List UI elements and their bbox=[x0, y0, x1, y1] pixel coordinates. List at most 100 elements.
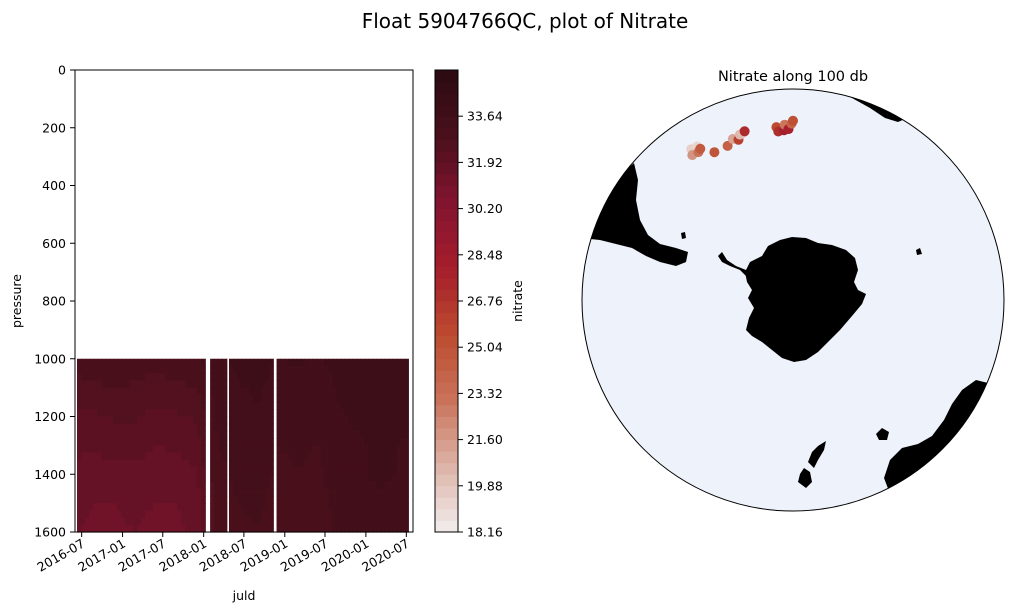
heatmap-cell bbox=[173, 387, 178, 396]
heatmap-cell bbox=[328, 438, 334, 446]
heatmap-cell bbox=[261, 459, 266, 468]
heatmap-cell bbox=[304, 387, 310, 396]
heatmap-cell bbox=[241, 445, 246, 454]
heatmap-cell bbox=[105, 365, 110, 374]
heatmap-cell bbox=[304, 517, 310, 526]
heatmap-cell bbox=[269, 488, 274, 497]
heatmap-cell bbox=[404, 452, 409, 461]
heatmap-cell bbox=[404, 402, 409, 410]
colorbar-level bbox=[435, 289, 458, 302]
heatmap-cell bbox=[133, 452, 138, 461]
heatmap-cell bbox=[241, 402, 246, 410]
heatmap-cell bbox=[372, 452, 378, 461]
heatmap-cell bbox=[404, 459, 409, 468]
heatmap-cell bbox=[364, 430, 370, 439]
heatmap-cell bbox=[340, 402, 346, 410]
heatmap-cell bbox=[324, 524, 330, 533]
heatmap-cell bbox=[165, 394, 170, 403]
heatmap-cell bbox=[352, 380, 358, 389]
heatmap-cell bbox=[113, 416, 118, 425]
heatmap-cell bbox=[404, 365, 409, 374]
heatmap-cell bbox=[125, 474, 130, 483]
heatmap-cell bbox=[218, 445, 223, 454]
heatmap-cell bbox=[137, 430, 142, 439]
heatmap-cell bbox=[125, 394, 130, 403]
heatmap-cell bbox=[269, 445, 274, 454]
heatmap-cell bbox=[173, 459, 178, 468]
heatmap-cell bbox=[360, 430, 366, 439]
heatmap-cell bbox=[233, 474, 238, 483]
heatmap-cell bbox=[265, 488, 270, 497]
heatmap-cell bbox=[364, 387, 370, 396]
heatmap-cell bbox=[109, 402, 114, 410]
heatmap-cell bbox=[97, 467, 102, 475]
heatmap-cell bbox=[105, 416, 110, 425]
heatmap-cell bbox=[253, 430, 258, 439]
heatmap-cell bbox=[276, 438, 282, 446]
heatmap-cell bbox=[288, 358, 294, 367]
heatmap-cell bbox=[77, 387, 82, 396]
heatmap-cell bbox=[201, 380, 206, 389]
colorbar-level bbox=[435, 254, 458, 267]
heatmap-cell bbox=[133, 402, 138, 410]
heatmap-cell bbox=[265, 474, 270, 483]
heatmap-cell bbox=[241, 452, 246, 461]
heatmap-cell bbox=[201, 481, 206, 490]
heatmap-cell bbox=[157, 387, 162, 396]
new-zealand bbox=[798, 441, 826, 488]
heatmap-cell bbox=[320, 438, 326, 446]
heatmap-cell bbox=[257, 459, 262, 468]
heatmap-cell bbox=[352, 510, 358, 519]
heatmap-cell bbox=[237, 452, 242, 461]
heatmap-cell bbox=[165, 517, 170, 526]
heatmap-cell bbox=[161, 517, 166, 526]
heatmap-cell bbox=[161, 503, 166, 511]
heatmap-cell bbox=[173, 423, 178, 432]
heatmap-cell bbox=[93, 423, 98, 432]
heatmap-cell bbox=[201, 467, 206, 475]
heatmap-cell bbox=[265, 510, 270, 519]
colorbar-level bbox=[435, 127, 458, 140]
heatmap-cell bbox=[233, 430, 238, 439]
heatmap-cell bbox=[85, 474, 90, 483]
colorbar-level bbox=[435, 324, 458, 337]
heatmap-cell bbox=[141, 380, 146, 389]
heatmap-cell bbox=[101, 452, 106, 461]
heatmap-cell bbox=[348, 402, 354, 410]
heatmap-cell bbox=[380, 402, 386, 410]
heatmap-cell bbox=[113, 365, 118, 374]
colorbar-level bbox=[435, 312, 458, 325]
heatmap-cell bbox=[233, 495, 238, 504]
heatmap-cell bbox=[214, 467, 219, 475]
heatmap-cell bbox=[201, 438, 206, 446]
heatmap-cell bbox=[222, 430, 227, 439]
heatmap-cell bbox=[364, 452, 370, 461]
heatmap-cell bbox=[197, 438, 202, 446]
heatmap-cell bbox=[261, 481, 266, 490]
heatmap-cell bbox=[177, 394, 182, 403]
heatmap-cell bbox=[197, 474, 202, 483]
heatmap-cell bbox=[384, 409, 390, 418]
polar-map: Nitrate along 100 db bbox=[581, 69, 1005, 512]
heatmap-cell bbox=[169, 459, 174, 468]
colorbar-level bbox=[435, 173, 458, 186]
heatmap-cell bbox=[249, 430, 254, 439]
heatmap-cell bbox=[308, 510, 314, 519]
heatmap-cell bbox=[197, 423, 202, 432]
heatmap-cell bbox=[85, 409, 90, 418]
heatmap-cell bbox=[249, 438, 254, 446]
heatmap-cell bbox=[77, 459, 82, 468]
heatmap-cell bbox=[218, 467, 223, 475]
heatmap-cell bbox=[210, 387, 215, 396]
heatmap-cell bbox=[101, 416, 106, 425]
heatmap-cell bbox=[304, 358, 310, 367]
heatmap-cell bbox=[93, 467, 98, 475]
heatmap-cell bbox=[137, 423, 142, 432]
heatmap-cell bbox=[284, 495, 290, 504]
heatmap-cell bbox=[396, 481, 402, 490]
heatmap-cell bbox=[210, 459, 215, 468]
heatmap-cell bbox=[300, 488, 306, 497]
heatmap-cell bbox=[384, 380, 390, 389]
heatmap-cell bbox=[177, 510, 182, 519]
heatmap-cell bbox=[237, 481, 242, 490]
